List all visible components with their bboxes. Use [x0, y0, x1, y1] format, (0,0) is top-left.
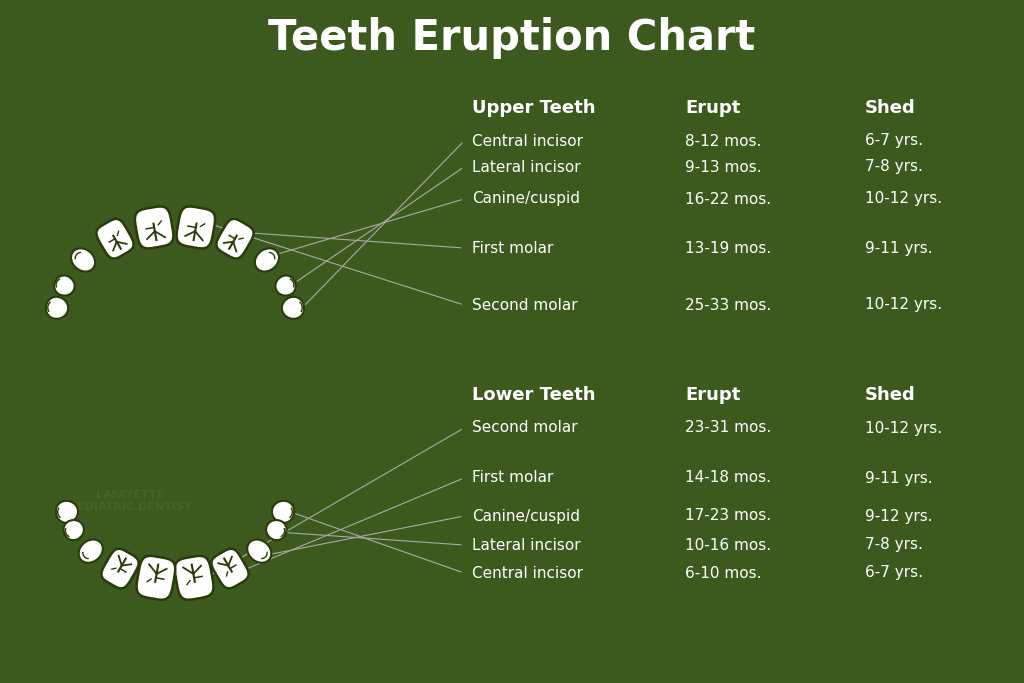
Text: 6-7 yrs.: 6-7 yrs. — [865, 566, 923, 581]
Text: 8-12 mos.: 8-12 mos. — [685, 133, 762, 148]
Text: 9-12 yrs.: 9-12 yrs. — [865, 509, 933, 523]
Polygon shape — [176, 206, 215, 249]
Text: Upper Teeth: Upper Teeth — [472, 99, 596, 117]
Text: First molar: First molar — [472, 240, 553, 255]
Polygon shape — [71, 249, 95, 272]
Text: 7-8 yrs.: 7-8 yrs. — [865, 160, 923, 174]
Polygon shape — [255, 249, 279, 272]
Text: Shed: Shed — [865, 99, 915, 117]
Polygon shape — [63, 520, 84, 540]
Text: Second molar: Second molar — [472, 298, 578, 313]
Text: First molar: First molar — [472, 471, 553, 486]
Polygon shape — [135, 206, 173, 249]
Text: Second molar: Second molar — [472, 421, 578, 436]
Text: 14-18 mos.: 14-18 mos. — [685, 471, 771, 486]
Text: Shed: Shed — [865, 386, 915, 404]
Text: 25-33 mos.: 25-33 mos. — [685, 298, 771, 313]
Text: Erupt: Erupt — [685, 386, 740, 404]
Polygon shape — [175, 556, 213, 600]
Polygon shape — [96, 219, 133, 259]
Text: 10-12 yrs.: 10-12 yrs. — [865, 298, 942, 313]
Text: 6-7 yrs.: 6-7 yrs. — [865, 133, 923, 148]
Text: 10-12 yrs.: 10-12 yrs. — [865, 421, 942, 436]
Text: Central incisor: Central incisor — [472, 133, 583, 148]
Text: Canine/cuspid: Canine/cuspid — [472, 191, 580, 206]
Text: 23-31 mos.: 23-31 mos. — [685, 421, 771, 436]
Text: 6-10 mos.: 6-10 mos. — [685, 566, 762, 581]
Polygon shape — [266, 520, 287, 540]
Text: 9-11 yrs.: 9-11 yrs. — [865, 240, 933, 255]
Polygon shape — [79, 540, 102, 563]
Polygon shape — [275, 275, 296, 296]
Text: 7-8 yrs.: 7-8 yrs. — [865, 538, 923, 553]
Polygon shape — [272, 501, 294, 523]
Text: 16-22 mos.: 16-22 mos. — [685, 191, 771, 206]
Text: Lateral incisor: Lateral incisor — [472, 538, 581, 553]
Text: LAFAYETTE
PEDIATRIC DENTIST: LAFAYETTE PEDIATRIC DENTIST — [69, 490, 191, 512]
Polygon shape — [247, 540, 271, 563]
Text: Canine/cuspid: Canine/cuspid — [472, 509, 580, 523]
Polygon shape — [216, 219, 254, 259]
Polygon shape — [211, 548, 249, 588]
Text: 17-23 mos.: 17-23 mos. — [685, 509, 771, 523]
Polygon shape — [136, 556, 175, 600]
Text: 10-16 mos.: 10-16 mos. — [685, 538, 771, 553]
Polygon shape — [54, 275, 75, 296]
Text: Lateral incisor: Lateral incisor — [472, 160, 581, 174]
Polygon shape — [46, 297, 69, 319]
Text: Central incisor: Central incisor — [472, 566, 583, 581]
Text: 9-13 mos.: 9-13 mos. — [685, 160, 762, 174]
Text: 9-11 yrs.: 9-11 yrs. — [865, 471, 933, 486]
Text: 13-19 mos.: 13-19 mos. — [685, 240, 771, 255]
Text: Lower Teeth: Lower Teeth — [472, 386, 596, 404]
Text: Erupt: Erupt — [685, 99, 740, 117]
Text: 10-12 yrs.: 10-12 yrs. — [865, 191, 942, 206]
Polygon shape — [56, 501, 78, 523]
Text: Teeth Eruption Chart: Teeth Eruption Chart — [268, 17, 756, 59]
Polygon shape — [101, 548, 138, 588]
Polygon shape — [282, 297, 304, 319]
